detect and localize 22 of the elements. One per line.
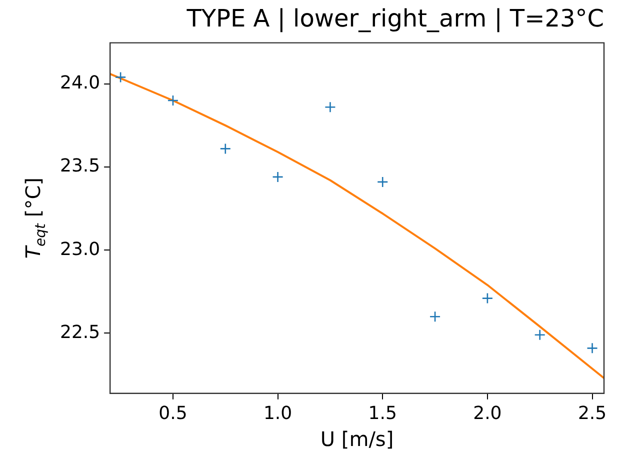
point [429,310,441,322]
point [376,176,388,188]
point [272,171,284,183]
point [534,329,546,341]
point [482,292,494,304]
x-tick-label: 2.5 [578,402,607,424]
x-tick-label: 1.0 [263,402,292,424]
point [324,101,336,113]
x-axis-title: U [m/s] [320,427,394,452]
point [220,143,232,154]
point [114,72,126,83]
x-tick-label: 0.5 [158,402,188,424]
y-tick-label: 22.5 [60,322,100,343]
x-tick-label: 1.5 [368,402,397,424]
chart-title: TYPE A | lower_right_arm | T=23°C [186,4,604,33]
point [167,94,179,106]
y-axis-title: Teqt [°C] [21,178,49,259]
point [586,342,598,354]
y-tick-label: 23.0 [60,238,100,260]
y-tick-label: 23.5 [60,156,100,177]
x-tick-label: 2.0 [473,402,502,424]
y-tick-label: 24.0 [60,72,100,94]
